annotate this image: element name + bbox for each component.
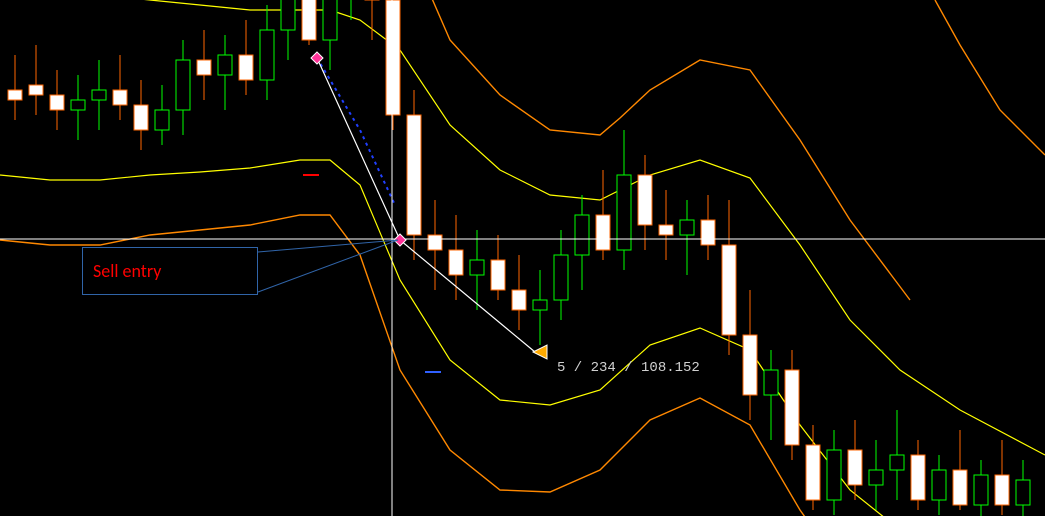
ohlc-readout: 5 / 234 / 108.152	[557, 360, 700, 376]
sell-entry-annotation: Sell entry	[82, 247, 258, 295]
candlestick-chart[interactable]: Sell entry 5 / 234 / 108.152	[0, 0, 1045, 516]
annotation-label: Sell entry	[93, 260, 161, 282]
